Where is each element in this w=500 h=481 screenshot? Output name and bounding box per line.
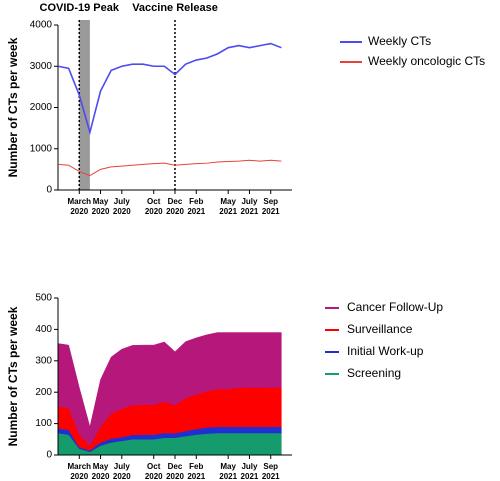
x-tick-label: Dec [168,462,183,471]
data-line [57,159,282,177]
x-tick-label: 2021 [219,207,237,216]
y-axis-label: Number of CTs per week [6,306,20,446]
data-line [57,42,282,136]
legend-label: Weekly oncologic CTs [368,54,485,68]
y-tick-label: 4000 [30,20,53,31]
x-tick-label: Feb [189,462,203,471]
x-tick-label: 2020 [92,472,110,481]
x-tick-label: 2020 [166,207,184,216]
annotation: Vaccine Release [132,2,218,14]
area [57,332,282,446]
x-tick-label: 2020 [145,207,163,216]
x-tick-label: July [114,197,131,206]
x-tick-label: 2021 [262,472,280,481]
y-axis-label: Number of CTs per week [6,37,20,177]
annotation: COVID-19 Peak [40,2,120,14]
x-tick-label: 2020 [92,207,110,216]
x-tick-label: May [93,197,109,206]
legend-label: Initial Work-up [347,344,424,358]
x-tick-label: July [114,462,131,471]
y-tick-label: 0 [46,185,52,196]
shaded-span [79,20,90,190]
x-tick-label: 2020 [113,207,131,216]
legend-label: Cancer Follow-Up [347,300,443,314]
x-tick-label: 2020 [145,472,163,481]
x-tick-label: 2021 [241,207,259,216]
y-tick-label: 100 [35,418,52,429]
legend-label: Weekly CTs [368,34,431,48]
y-tick-label: 0 [46,450,52,461]
x-tick-label: 2020 [70,207,88,216]
legend-label: Screening [347,366,401,380]
x-tick-label: July [241,197,258,206]
x-tick-label: March [67,462,91,471]
x-tick-label: 2021 [187,207,205,216]
y-tick-label: 400 [35,324,52,335]
x-tick-label: 2021 [262,207,280,216]
x-tick-label: Feb [189,197,203,206]
x-tick-label: July [241,462,258,471]
x-tick-label: Oct [147,462,161,471]
y-tick-label: 1000 [30,143,53,154]
y-tick-label: 200 [35,387,52,398]
x-tick-label: 2020 [113,472,131,481]
x-tick-label: Sep [263,462,278,471]
x-tick-label: 2021 [187,472,205,481]
x-tick-label: Oct [147,197,161,206]
x-tick-label: 2020 [70,472,88,481]
y-tick-label: 3000 [30,61,53,72]
y-tick-label: 2000 [30,102,53,113]
x-tick-label: May [220,462,236,471]
legend-label: Surveillance [347,322,413,336]
x-tick-label: May [220,197,236,206]
x-tick-label: 2020 [166,472,184,481]
y-tick-label: 500 [35,293,52,304]
x-tick-label: Dec [168,197,183,206]
x-tick-label: 2021 [219,472,237,481]
y-tick-label: 300 [35,355,52,366]
x-tick-label: 2021 [241,472,259,481]
x-tick-label: March [67,197,91,206]
x-tick-label: Sep [263,197,278,206]
x-tick-label: May [93,462,109,471]
